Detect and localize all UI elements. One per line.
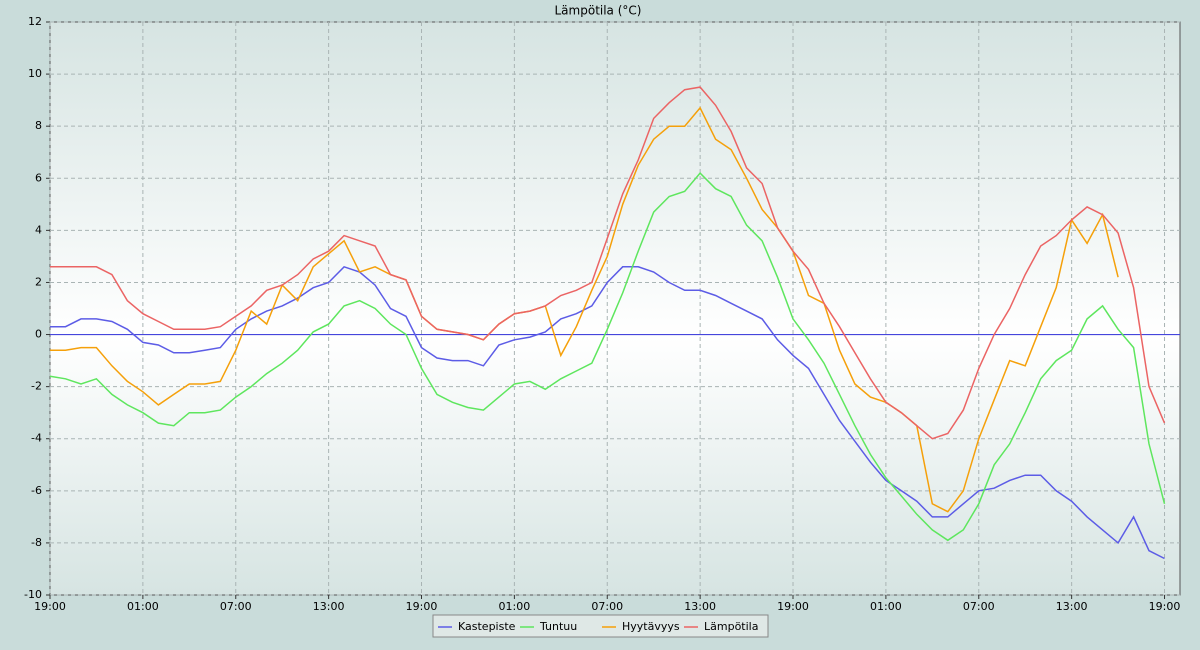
x-tick-label: 01:00 [499,600,531,613]
legend-label: Lämpötila [704,620,758,633]
series-line [50,86,1166,440]
y-tick-label: 12 [28,15,42,28]
y-tick-label: 8 [35,119,42,132]
y-tick-label: 2 [35,275,42,288]
x-tick-label: 19:00 [1149,600,1181,613]
y-tick-label: 0 [35,328,42,341]
legend: Kastepiste Tuntuu Hyytävyys Lämpötila [432,614,769,638]
series-line [50,106,1119,513]
y-tick-label: -6 [31,484,42,497]
y-tick-label: -10 [24,588,42,601]
series-line [50,265,1165,560]
y-tick-label: -2 [31,380,42,393]
legend-label: Hyytävyys [622,620,680,633]
y-tick-label: -8 [31,536,42,549]
chart-title: Lämpötila (°C) [555,4,642,18]
x-tick-label: 07:00 [963,600,995,613]
x-tick-label: 01:00 [870,600,902,613]
x-tick-label: 19:00 [34,600,66,613]
legend-label: Tuntuu [539,620,577,633]
series-line [49,171,1166,542]
y-tick-label: -4 [31,432,42,445]
x-tick-label: 01:00 [127,600,159,613]
y-tick-label: 6 [35,171,42,184]
y-tick-label: 4 [35,223,42,236]
x-tick-label: 19:00 [406,600,438,613]
x-tick-label: 07:00 [591,600,623,613]
y-tick-label: 10 [28,67,42,80]
x-tick-label: 13:00 [313,600,345,613]
x-tick-label: 19:00 [777,600,809,613]
legend-box [432,614,769,638]
x-tick-label: 07:00 [220,600,252,613]
x-tick-label: 13:00 [1056,600,1088,613]
plot-area [49,21,1181,596]
legend-label: Kastepiste [458,620,516,633]
x-tick-label: 13:00 [684,600,716,613]
